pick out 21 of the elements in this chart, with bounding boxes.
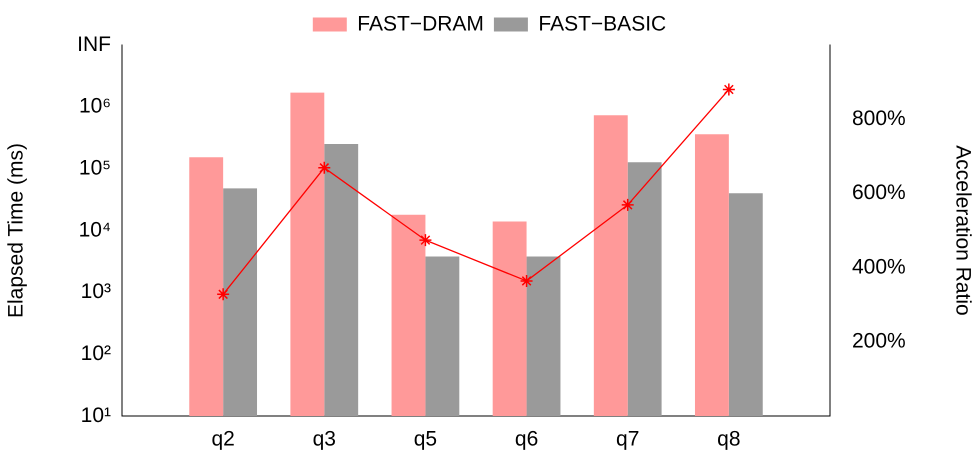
legend-label: FAST−BASIC bbox=[538, 12, 666, 36]
y2-tick-label: 200% bbox=[852, 330, 906, 353]
y-tick-label: 10³ bbox=[80, 280, 111, 304]
y-tick-label: 10⁶ bbox=[78, 94, 111, 118]
x-tick-label: q3 bbox=[312, 427, 336, 450]
y-tick-label: 10⁵ bbox=[78, 156, 111, 180]
legend-label: FAST−DRAM bbox=[357, 12, 484, 36]
x-tick-label: q6 bbox=[514, 427, 538, 450]
x-tick-label: q2 bbox=[211, 427, 235, 450]
x-tick-label: q8 bbox=[717, 427, 741, 450]
y2-tick-label: 800% bbox=[852, 106, 906, 130]
y-tick-label: INF bbox=[77, 32, 111, 56]
x-tick-label: q5 bbox=[414, 427, 438, 450]
y2-tick-label: 400% bbox=[852, 255, 906, 278]
y-tick-label: 10¹ bbox=[80, 404, 111, 427]
x-tick-label: q7 bbox=[616, 427, 640, 450]
y2-axis-title: Acceleration Ratio bbox=[952, 145, 975, 316]
y-tick-label: 10⁴ bbox=[78, 218, 111, 242]
y-axis-title: Elapsed Time (ms) bbox=[4, 142, 28, 318]
y2-tick-label: 600% bbox=[852, 181, 906, 204]
y-tick-label: 10² bbox=[80, 342, 111, 365]
